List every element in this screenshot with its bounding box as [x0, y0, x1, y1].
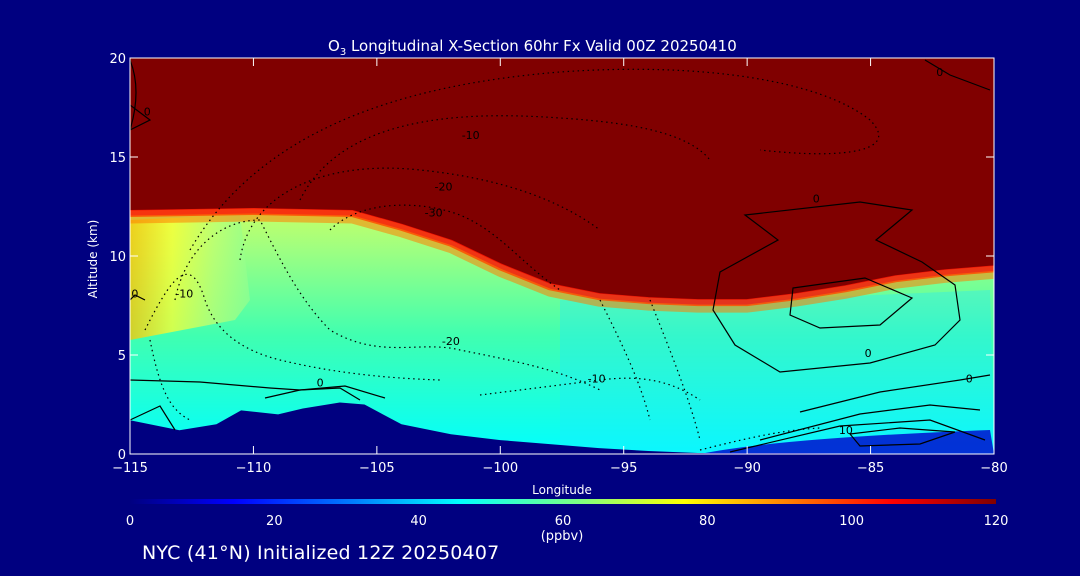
contour-label: 0 [936, 66, 943, 79]
chart-title: O3 Longitudinal X-Section 60hr Fx Valid … [328, 37, 737, 58]
contour-solid-8 [799, 374, 991, 413]
y-axis-label: Altitude (km) [86, 220, 100, 299]
contour-label: -10 [462, 129, 480, 142]
contour-dotted-9 [479, 377, 701, 401]
x-axis: −115 −110 −105 −100 −95 −90 −85 −80 [112, 58, 1008, 476]
y-tick-label: 10 [109, 250, 126, 265]
western-high-ozone-pocket [130, 215, 250, 340]
contour-solid-6 [264, 387, 361, 401]
contour-solid-4 [924, 59, 991, 91]
terrain-fill [130, 402, 994, 454]
dotted-contours [144, 68, 880, 451]
contour-label: 0 [813, 193, 820, 206]
y-axis: 0 5 10 15 20 [109, 52, 994, 463]
contour-solid-7 [130, 405, 176, 431]
contour-solid-11 [729, 419, 986, 453]
contour-label: -10 [175, 288, 193, 301]
x-tick-label: −100 [482, 461, 518, 476]
contour-solid-2 [712, 201, 961, 373]
contour-labels: 0 -10 -20 -30 0 0 -10 0 -20 0 -10 0 0 10 [131, 66, 972, 437]
contour-label: -30 [425, 206, 443, 219]
colorbar-tick-label: 0 [126, 514, 134, 529]
colorbar-tick-label: 120 [984, 514, 1009, 529]
colorbar-tick-label: 60 [555, 514, 572, 529]
colorbar-unit: (ppbv) [541, 529, 584, 544]
colorbar-tick-label: 20 [266, 514, 283, 529]
contour-label: -20 [442, 335, 460, 348]
colorbar-tick-label: 100 [839, 514, 864, 529]
x-axis-label: Longitude [532, 483, 592, 497]
tropopause-edge [130, 207, 994, 307]
colorbar-tick-label: 80 [699, 514, 716, 529]
x-tick-label: −110 [236, 461, 272, 476]
low-ozone-surface [700, 430, 994, 454]
contour-label: 0 [144, 105, 151, 118]
contour-label: 0 [131, 288, 138, 301]
tropopause-edge-glow [130, 213, 994, 313]
stratosphere-fill [130, 58, 994, 300]
colorbar-tick-label: 40 [410, 514, 427, 529]
colorbar [130, 499, 996, 504]
y-tick-label: 0 [118, 448, 126, 463]
x-tick-label: −85 [857, 461, 884, 476]
colorbar-ticks: 0 20 40 60 80 100 120 [126, 514, 1009, 529]
y-tick-label: 15 [109, 151, 126, 166]
contour-dotted-6 [144, 273, 441, 381]
contour-dotted-2 [299, 115, 711, 201]
contour-label: 10 [839, 424, 853, 437]
contour-dotted-3 [239, 167, 601, 261]
contour-solid-12 [130, 294, 146, 301]
contour-label: 0 [966, 373, 973, 386]
y-tick-label: 5 [118, 349, 126, 364]
contour-label: -10 [588, 373, 606, 386]
contour-label: 0 [865, 347, 872, 360]
x-tick-label: −80 [980, 461, 1007, 476]
contour-solid-5 [130, 379, 386, 399]
contour-dotted-7 [599, 299, 651, 421]
solid-contours [130, 59, 991, 453]
x-tick-label: −115 [112, 461, 148, 476]
contour-dotted-5 [174, 219, 601, 391]
contour-label: 0 [317, 377, 324, 390]
contour-dotted-11 [149, 339, 191, 421]
contour-solid-10 [848, 427, 956, 447]
eastern-low-ozone-pocket [560, 290, 994, 454]
x-tick-label: −105 [359, 461, 395, 476]
y-tick-label: 20 [109, 52, 126, 67]
ozone-field: 0 -10 -20 -30 0 0 -10 0 -20 0 -10 0 0 10 [130, 58, 994, 454]
contour-solid-9 [759, 404, 981, 441]
contour-label: -20 [435, 181, 453, 194]
x-tick-label: −90 [733, 461, 760, 476]
footer-caption: NYC (41°N) Initialized 12Z 20250407 [142, 542, 500, 564]
x-tick-label: −95 [610, 461, 637, 476]
contour-solid-3 [789, 277, 914, 329]
